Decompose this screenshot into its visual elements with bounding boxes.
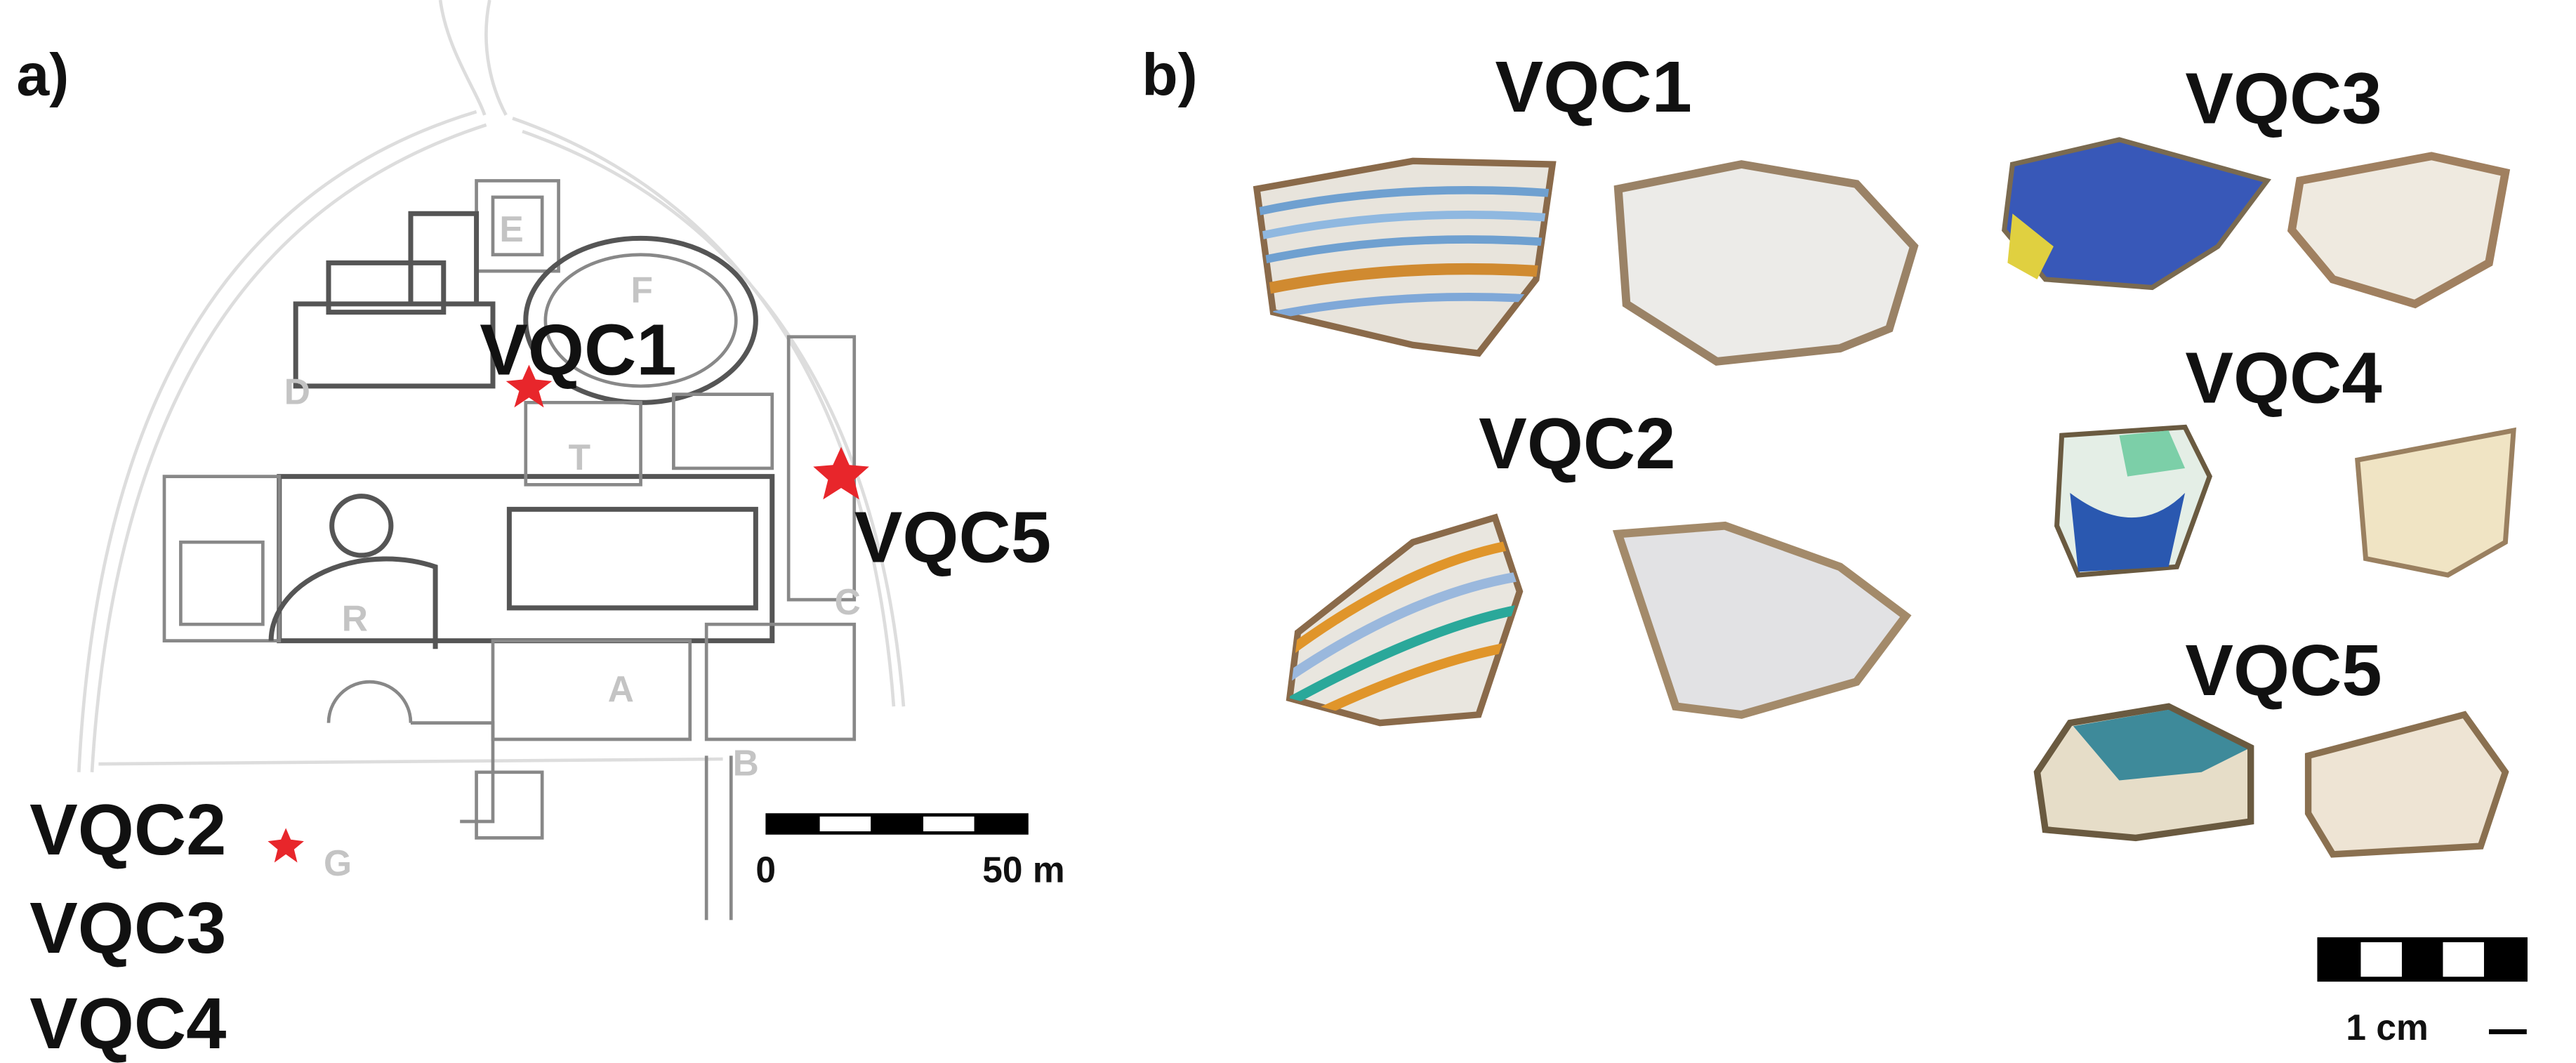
panel-label: b): [1142, 42, 1198, 108]
sherd-title: VQC5: [2185, 630, 2382, 711]
area-label: R: [342, 598, 368, 639]
scale-label: 1 cm: [2346, 1007, 2428, 1048]
scale-label: 50 m: [982, 850, 1064, 890]
scale-label: 0: [755, 850, 776, 890]
scale-bar: [765, 813, 1029, 835]
sample-label: VQC2: [29, 789, 226, 870]
area-label: C: [835, 581, 861, 622]
panel-label: a): [16, 42, 69, 108]
sherd-title: VQC3: [2185, 58, 2382, 139]
sample-label: VQC5: [854, 496, 1051, 577]
sherd-title: VQC2: [1479, 403, 1675, 484]
area-label: A: [608, 668, 634, 709]
scale-bar: [2317, 937, 2528, 1035]
sample-stars: [267, 364, 869, 863]
area-label: T: [569, 437, 590, 477]
sherd-photos: [1253, 137, 2516, 858]
area-label: B: [733, 742, 759, 783]
area-label: F: [631, 270, 653, 310]
sherd-title: VQC1: [1495, 46, 1692, 127]
sample-label: VQC3: [29, 887, 226, 968]
sherd-title: VQC4: [2185, 337, 2382, 418]
area-label: D: [284, 371, 310, 412]
area-label: E: [499, 209, 523, 249]
sample-label: VQC1: [480, 310, 676, 390]
site-map: [77, 0, 906, 920]
sample-label: VQC4: [29, 983, 226, 1063]
area-label: G: [324, 843, 352, 883]
